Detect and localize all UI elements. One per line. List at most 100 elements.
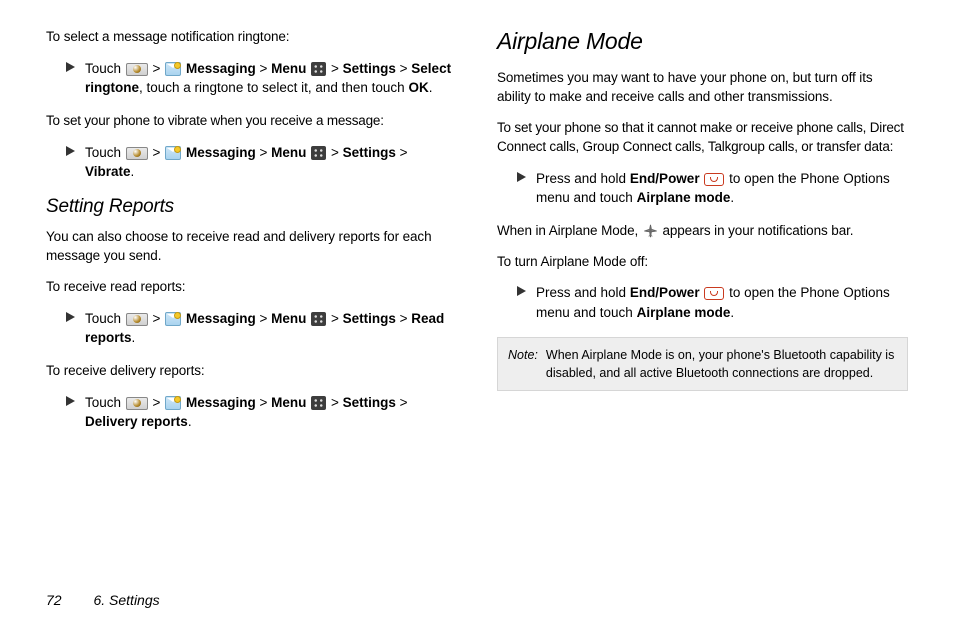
note-body: When Airplane Mode is on, your phone's B…: [546, 346, 897, 382]
text: Touch: [85, 145, 125, 160]
bullet-icon: [517, 172, 526, 182]
airplane-icon: [643, 224, 658, 238]
step-body: Press and hold End/Power to open the Pho…: [536, 283, 908, 322]
step-body: Touch > Messaging > Menu > Settings > Se…: [85, 59, 457, 98]
step-read-reports: Touch > Messaging > Menu > Settings > Re…: [66, 309, 457, 348]
power-key-icon: [704, 287, 724, 300]
sep: >: [153, 61, 161, 76]
para-select-ringtone: To select a message notification rington…: [46, 28, 457, 47]
para-airplane-set: To set your phone so that it cannot make…: [497, 119, 908, 157]
label-messaging: Messaging: [186, 145, 256, 160]
step-airplane-on: Press and hold End/Power to open the Pho…: [517, 169, 908, 208]
bullet-icon: [66, 146, 75, 156]
note-box: Note: When Airplane Mode is on, your pho…: [497, 337, 908, 391]
label-end-power: End/Power: [630, 171, 700, 186]
power-key-icon: [704, 173, 724, 186]
launcher-icon: [126, 313, 148, 326]
text: , touch a ringtone to select it, and the…: [139, 80, 408, 95]
bullet-icon: [66, 62, 75, 72]
left-column: To select a message notification rington…: [46, 28, 457, 446]
label-menu: Menu: [271, 61, 306, 76]
label-menu: Menu: [271, 145, 306, 160]
launcher-icon: [126, 147, 148, 160]
label-messaging: Messaging: [186, 311, 256, 326]
step-delivery-reports: Touch > Messaging > Menu > Settings > De…: [66, 393, 457, 432]
sep: >: [400, 61, 408, 76]
sep: >: [400, 145, 408, 160]
sep: >: [153, 145, 161, 160]
messaging-icon: [165, 312, 181, 326]
heading-airplane-mode: Airplane Mode: [497, 28, 908, 55]
label-airplane-mode: Airplane mode: [637, 305, 731, 320]
label-end-power: End/Power: [630, 285, 700, 300]
sep: >: [260, 395, 268, 410]
para-read-reports: To receive read reports:: [46, 278, 457, 297]
text: .: [132, 330, 136, 345]
sep: >: [331, 395, 339, 410]
text: Touch: [85, 311, 125, 326]
menu-icon: [311, 146, 326, 160]
text: Touch: [85, 395, 125, 410]
bullet-icon: [66, 396, 75, 406]
text: .: [131, 164, 135, 179]
text: .: [429, 80, 433, 95]
launcher-icon: [126, 63, 148, 76]
menu-icon: [311, 62, 326, 76]
label-delivery-reports: Delivery reports: [85, 414, 188, 429]
label-messaging: Messaging: [186, 395, 256, 410]
step-select-ringtone: Touch > Messaging > Menu > Settings > Se…: [66, 59, 457, 98]
chapter-title: 6. Settings: [93, 592, 159, 608]
messaging-icon: [165, 146, 181, 160]
para-airplane-indicator: When in Airplane Mode, appears in your n…: [497, 222, 908, 241]
messaging-icon: [165, 62, 181, 76]
text: Touch: [85, 61, 125, 76]
text: appears in your notifications bar.: [659, 223, 854, 238]
menu-icon: [311, 312, 326, 326]
step-body: Press and hold End/Power to open the Pho…: [536, 169, 908, 208]
right-column: Airplane Mode Sometimes you may want to …: [497, 28, 908, 446]
sep: >: [260, 311, 268, 326]
page-number: 72: [46, 592, 62, 608]
step-vibrate: Touch > Messaging > Menu > Settings > Vi…: [66, 143, 457, 182]
text: .: [188, 414, 192, 429]
sep: >: [260, 145, 268, 160]
label-settings: Settings: [343, 311, 396, 326]
para-airplane-off: To turn Airplane Mode off:: [497, 253, 908, 272]
para-airplane-desc: Sometimes you may want to have your phon…: [497, 69, 908, 107]
label-ok: OK: [408, 80, 428, 95]
label-messaging: Messaging: [186, 61, 256, 76]
label-menu: Menu: [271, 311, 306, 326]
sep: >: [153, 395, 161, 410]
bullet-icon: [517, 286, 526, 296]
label-vibrate: Vibrate: [85, 164, 131, 179]
sep: >: [260, 61, 268, 76]
sep: >: [400, 395, 408, 410]
launcher-icon: [126, 397, 148, 410]
text: .: [730, 305, 734, 320]
label-airplane-mode: Airplane mode: [637, 190, 731, 205]
label-settings: Settings: [343, 395, 396, 410]
para-delivery-reports: To receive delivery reports:: [46, 362, 457, 381]
text: .: [730, 190, 734, 205]
text: When in Airplane Mode,: [497, 223, 642, 238]
step-body: Touch > Messaging > Menu > Settings > Re…: [85, 309, 457, 348]
sep: >: [331, 145, 339, 160]
text: Press and hold: [536, 285, 630, 300]
page-footer: 72 6. Settings: [46, 592, 160, 608]
para-reports-desc: You can also choose to receive read and …: [46, 228, 457, 266]
bullet-icon: [66, 312, 75, 322]
label-menu: Menu: [271, 395, 306, 410]
menu-icon: [311, 396, 326, 410]
para-vibrate: To set your phone to vibrate when you re…: [46, 112, 457, 131]
messaging-icon: [165, 396, 181, 410]
sep: >: [153, 311, 161, 326]
sep: >: [331, 61, 339, 76]
step-airplane-off: Press and hold End/Power to open the Pho…: [517, 283, 908, 322]
heading-setting-reports: Setting Reports: [46, 196, 457, 218]
label-settings: Settings: [343, 61, 396, 76]
label-settings: Settings: [343, 145, 396, 160]
text: Press and hold: [536, 171, 630, 186]
step-body: Touch > Messaging > Menu > Settings > De…: [85, 393, 457, 432]
sep: >: [331, 311, 339, 326]
note-label: Note:: [508, 346, 538, 382]
